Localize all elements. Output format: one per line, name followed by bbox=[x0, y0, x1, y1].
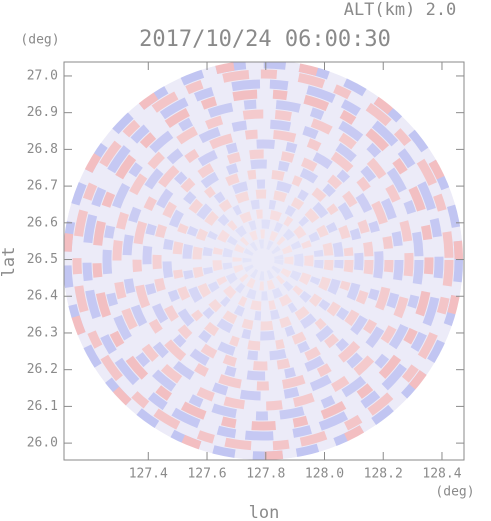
y-axis-label: lat bbox=[0, 247, 19, 278]
altitude-label: ALT(km) 2.0 bbox=[344, 0, 457, 20]
y-tick-label: 26.8 bbox=[27, 142, 58, 157]
x-tick-label: 128.2 bbox=[364, 467, 403, 482]
x-tick-label: 128.4 bbox=[422, 467, 461, 482]
x-tick-label: 127.8 bbox=[246, 467, 285, 482]
y-tick-label: 26.9 bbox=[27, 105, 58, 120]
y-tick-label: 26.3 bbox=[27, 325, 58, 340]
x-axis-label: lon bbox=[249, 503, 280, 521]
y-tick-label: 26.7 bbox=[27, 179, 58, 194]
y-tick-label: 26.6 bbox=[27, 215, 58, 230]
y-tick-label: 26.2 bbox=[27, 362, 58, 377]
y-tick-label: 26.1 bbox=[27, 399, 58, 414]
chart-title: 2017/10/24 06:00:30 bbox=[139, 27, 391, 52]
radar-image bbox=[64, 62, 463, 460]
x-unit: (deg) bbox=[435, 485, 474, 500]
y-tick-label: 26.0 bbox=[27, 436, 58, 451]
x-tick-label: 127.4 bbox=[129, 467, 168, 482]
plot-frame bbox=[63, 61, 465, 461]
x-tick-label: 127.6 bbox=[187, 467, 226, 482]
y-tick-label: 26.4 bbox=[27, 289, 58, 304]
y-unit: (deg) bbox=[20, 33, 59, 48]
y-tick-label: 27.0 bbox=[27, 68, 58, 83]
x-tick-label: 128.0 bbox=[305, 467, 344, 482]
y-tick-label: 26.5 bbox=[27, 252, 58, 267]
